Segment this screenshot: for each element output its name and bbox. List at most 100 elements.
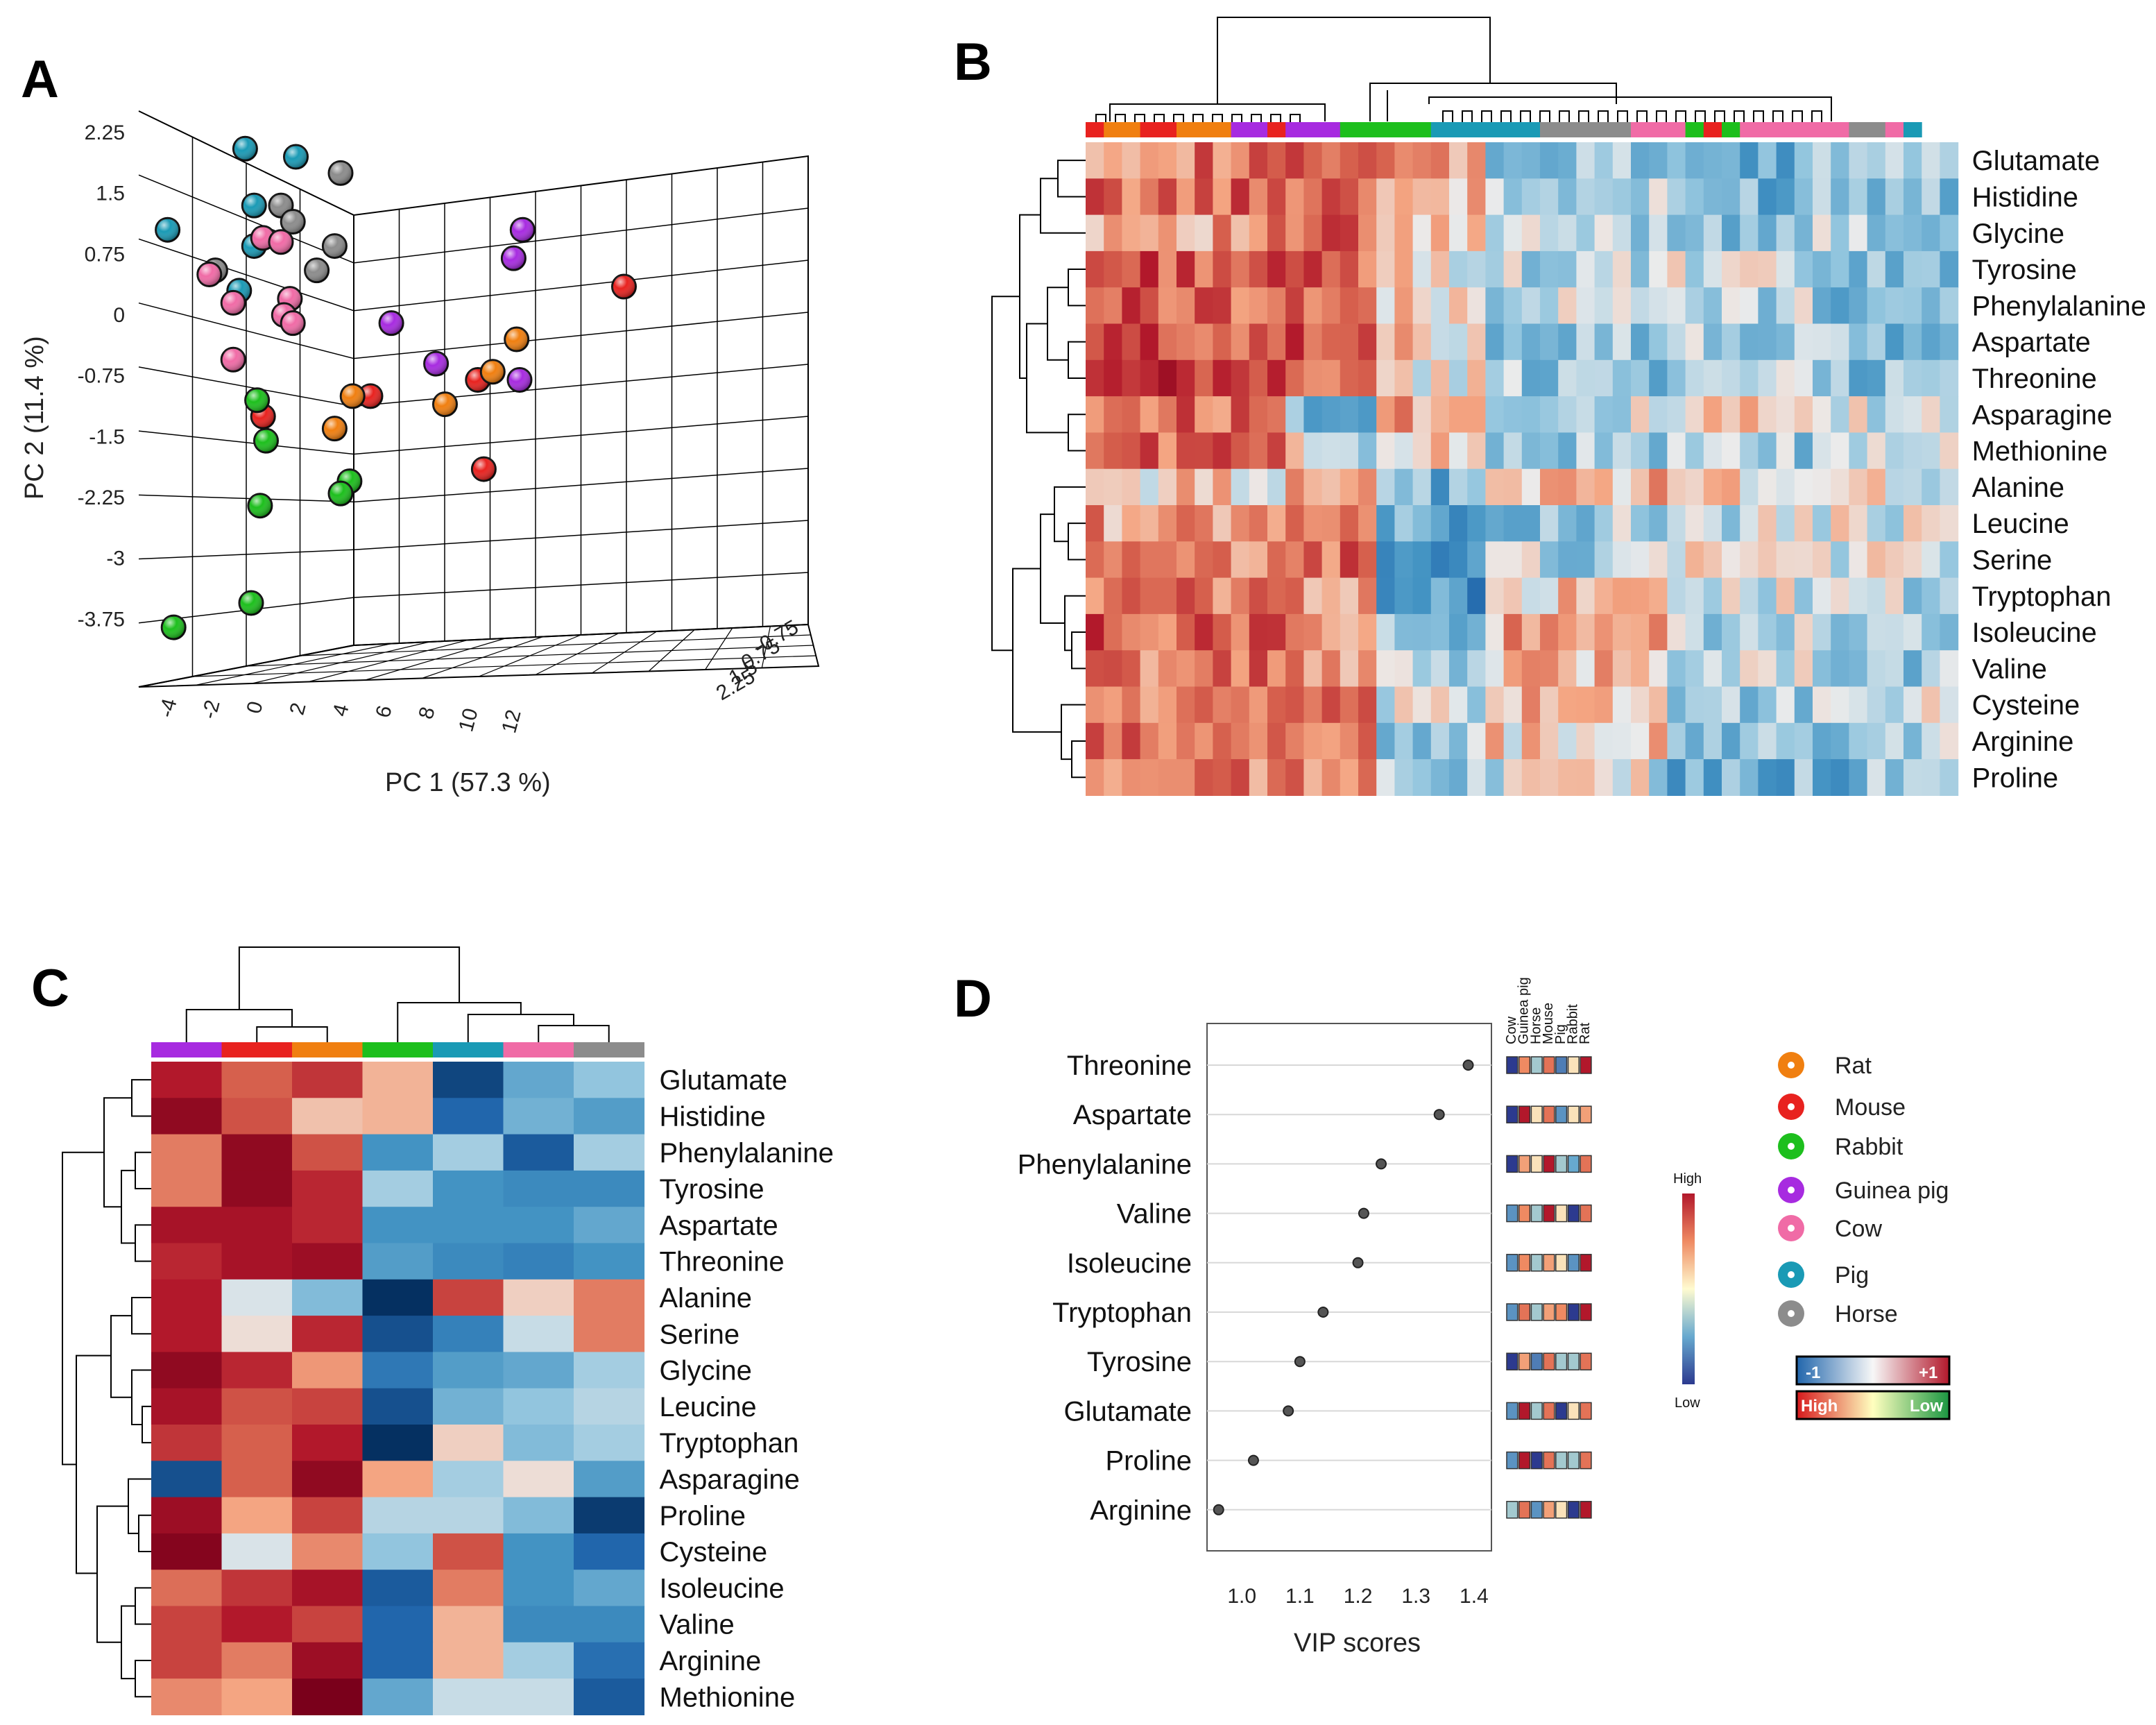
heatmap-b-cell [1285,396,1304,433]
heatmap-b-cell [1158,577,1177,615]
heatmap-c-row-dendrogram [62,1079,151,1698]
heatmap-b-cell [1249,287,1268,325]
heatmap-b-cell [1703,650,1722,688]
heatmap-b-cell [1177,722,1195,760]
heatmap-b-cell [1740,287,1759,325]
dendrogram-branch [1442,110,1453,122]
heatmap-b-cell [1340,505,1359,542]
heatmap-b-cell [1086,468,1104,506]
heatmap-b-cell [1485,468,1505,506]
heatmap-b-cell [1122,759,1141,796]
heatmap-b-cell [1412,250,1432,288]
heatmap-b-cell [1831,359,1849,397]
heatmap-b-cell [1722,250,1740,288]
vip-colorbar-high: High [1673,1171,1702,1187]
dendrogram-branch [1539,110,1550,122]
heatmap-b-cell [1867,759,1886,796]
pca-y-axis-label: PC 2 (11.4 %) [20,336,49,500]
pca-x-tick: 6 [372,703,397,720]
dendrogram-branch [62,1151,104,1465]
heatmap-b-cell [1122,722,1141,760]
dendrogram-branch [1753,110,1764,122]
heatmap-b-cell [1722,650,1740,688]
heatmap-c-cell [151,1679,223,1715]
vip-colorbar-low: Low [1675,1395,1700,1411]
heatmap-b-cell [1285,142,1304,179]
pca-x-tick: -4 [155,696,182,720]
heatmap-b-cell [1394,577,1414,615]
pca-point-mouse [357,383,384,409]
heatmap-b-cell [1558,650,1577,688]
heatmap-b-cell [1831,505,1849,542]
heatmap-b-cell [1849,468,1868,506]
heatmap-c-cell [221,1098,293,1135]
dendrogram-branch [1462,110,1473,122]
heatmap-b-cell [1231,759,1250,796]
heatmap-b-cell [1558,323,1577,361]
heatmap-c-cell [221,1170,293,1207]
pca-x-tick: 10 [454,706,483,734]
heatmap-b-cell [1358,214,1377,252]
heatmap-c-cell [433,1425,504,1461]
dendrogram-branch [138,1514,151,1553]
heatmap-b-cell [1340,142,1359,179]
heatmap-b-cell [1195,396,1213,433]
heatmap-b-cell [1231,214,1250,252]
heatmap-b-cell [1249,759,1268,796]
heatmap-c-cell [362,1570,434,1607]
legend-item-guinea-pig: Guinea pig [1778,1177,1949,1204]
heatmap-b-cell [1685,468,1704,506]
pca-point-cow [196,262,223,288]
heatmap-b-cell [1104,468,1122,506]
heatmap-b-cell [1195,722,1213,760]
heatmap-b-cell [1122,359,1141,397]
heatmap-b-cell [1122,323,1141,361]
heatmap-b-cell [1903,396,1922,433]
heatmap-b-row-label: Tyrosine [1972,255,2077,285]
heatmap-b-cell [1104,287,1122,325]
heatmap-c-cell [151,1316,223,1352]
vip-mini-cell [1580,1501,1592,1519]
heatmap-b-cell [1104,250,1122,288]
heatmap-c-row-label: Asparagine [660,1464,800,1495]
heatmap-b-cell [1576,142,1595,179]
heatmap-b-cell [1794,323,1813,361]
dendrogram-branch [96,1505,128,1643]
heatmap-b-cell [1612,432,1632,470]
heatmap-c-cell [503,1533,574,1570]
heatmap-b-cell [1394,650,1414,688]
heatmap-c-group-block [151,1042,222,1057]
heatmap-b-cell [1776,541,1795,579]
heatmap-b-cell [1631,250,1650,288]
heatmap-c-cell [362,1606,434,1643]
heatmap-b-cell [1612,650,1632,688]
heatmap-b-cell [1412,359,1432,397]
panel-label-a: A [21,50,59,109]
heatmap-c-cell [151,1207,223,1244]
pca-floor-gridline [300,634,811,656]
heatmap-b-cell [1231,686,1250,724]
heatmap-b-row-label: Arginine [1972,726,2074,757]
heatmap-b-cell [1213,214,1232,252]
heatmap-b-cell [1303,759,1323,796]
pca-box-grid [138,110,820,688]
heatmap-b-cell [1794,577,1813,615]
heatmap-b-cell [1558,396,1577,433]
heatmap-b-cell [1867,541,1886,579]
pca-point-cow [280,310,306,337]
heatmap-b-cell [1776,323,1795,361]
heatmap-c-cell [362,1388,434,1425]
heatmap-c-cell [503,1170,574,1207]
pca-point-guinea-pig [509,216,536,243]
pca-point-shade [323,234,347,258]
heatmap-c-cell [503,1098,574,1135]
dendrogram-branch [131,1079,151,1117]
heatmap-b-cell [1903,359,1922,397]
heatmap-b-cell [1231,505,1250,542]
heatmap-c-cell [574,1279,645,1316]
heatmap-b-cell [1885,396,1904,433]
heatmap-b-cell [1794,359,1813,397]
heatmap-b-cell [1667,287,1686,325]
heatmap-b-group-block [1703,122,1722,137]
heatmap-b-cell [1231,287,1250,325]
